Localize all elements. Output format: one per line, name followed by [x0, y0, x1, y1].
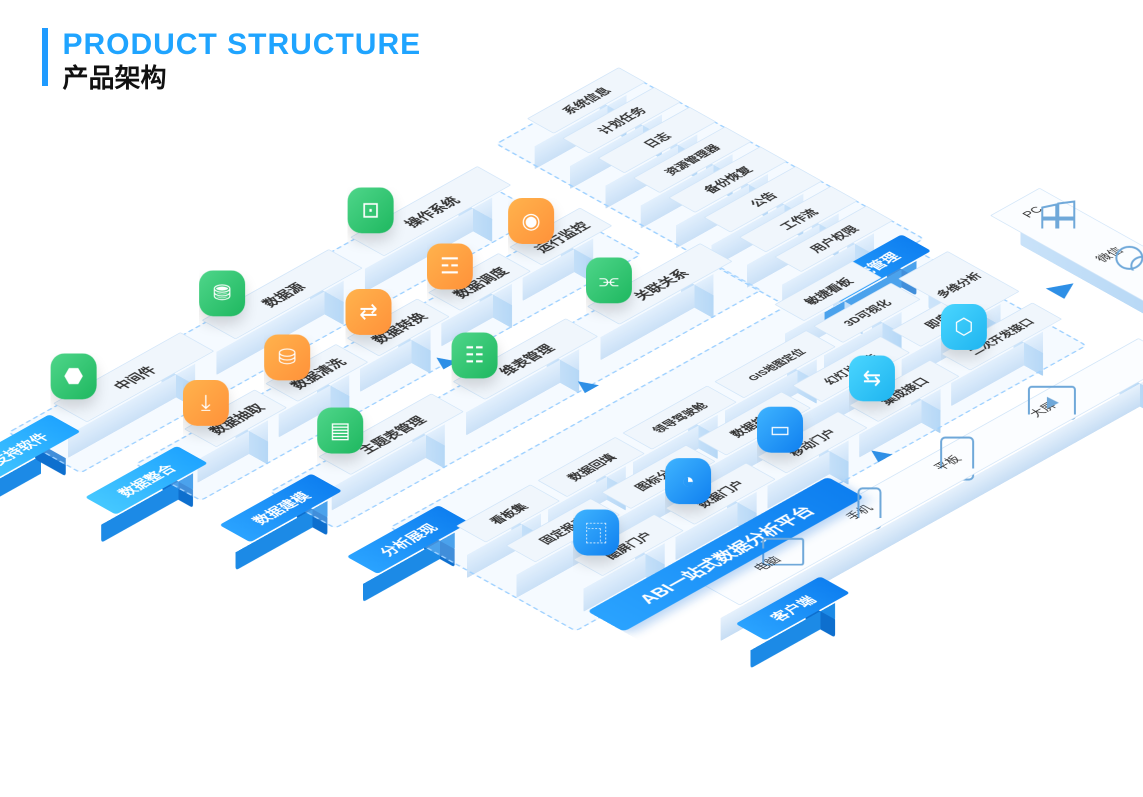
- clean-icon: ⛁: [264, 334, 310, 380]
- tag-etl: 数据整合: [85, 464, 208, 533]
- transform-icon: ⇄: [345, 289, 391, 335]
- cool-icon: ⿹: [573, 510, 619, 556]
- dim-icon: ☷: [452, 332, 498, 378]
- topic-icon: ▤: [317, 408, 363, 454]
- title-accent-bar: [42, 28, 48, 86]
- isometric-scene: 支持软件 中间件 ⬣ 数据源 ⛃ 操作系统 ⊡ 数据整合 数据抽取 ⤓ 数据清洗…: [7, 21, 1143, 701]
- relation-icon: ⫘: [586, 257, 632, 303]
- sdk-icon: ⬡: [941, 304, 987, 350]
- integration-icon: ⇆: [849, 355, 895, 401]
- extract-icon: ⤓: [183, 380, 229, 426]
- arrow-display-to-client: ▲: [852, 440, 903, 469]
- datasource-icon: ⛃: [199, 270, 245, 316]
- schedule-icon: ☲: [427, 243, 473, 289]
- title-zh: 产品架构: [62, 58, 421, 95]
- dataportal-icon: ◔: [665, 458, 711, 504]
- page-title-block: PRODUCT STRUCTURE 产品架构: [42, 28, 421, 95]
- tag-model: 数据建模: [219, 492, 342, 561]
- middleware-icon: ⬣: [51, 353, 97, 399]
- mobileportal-icon: ▭: [757, 407, 803, 453]
- monitor-icon: ◉: [508, 198, 554, 244]
- title-en: PRODUCT STRUCTURE: [62, 28, 421, 62]
- os-icon: ⊡: [348, 187, 394, 233]
